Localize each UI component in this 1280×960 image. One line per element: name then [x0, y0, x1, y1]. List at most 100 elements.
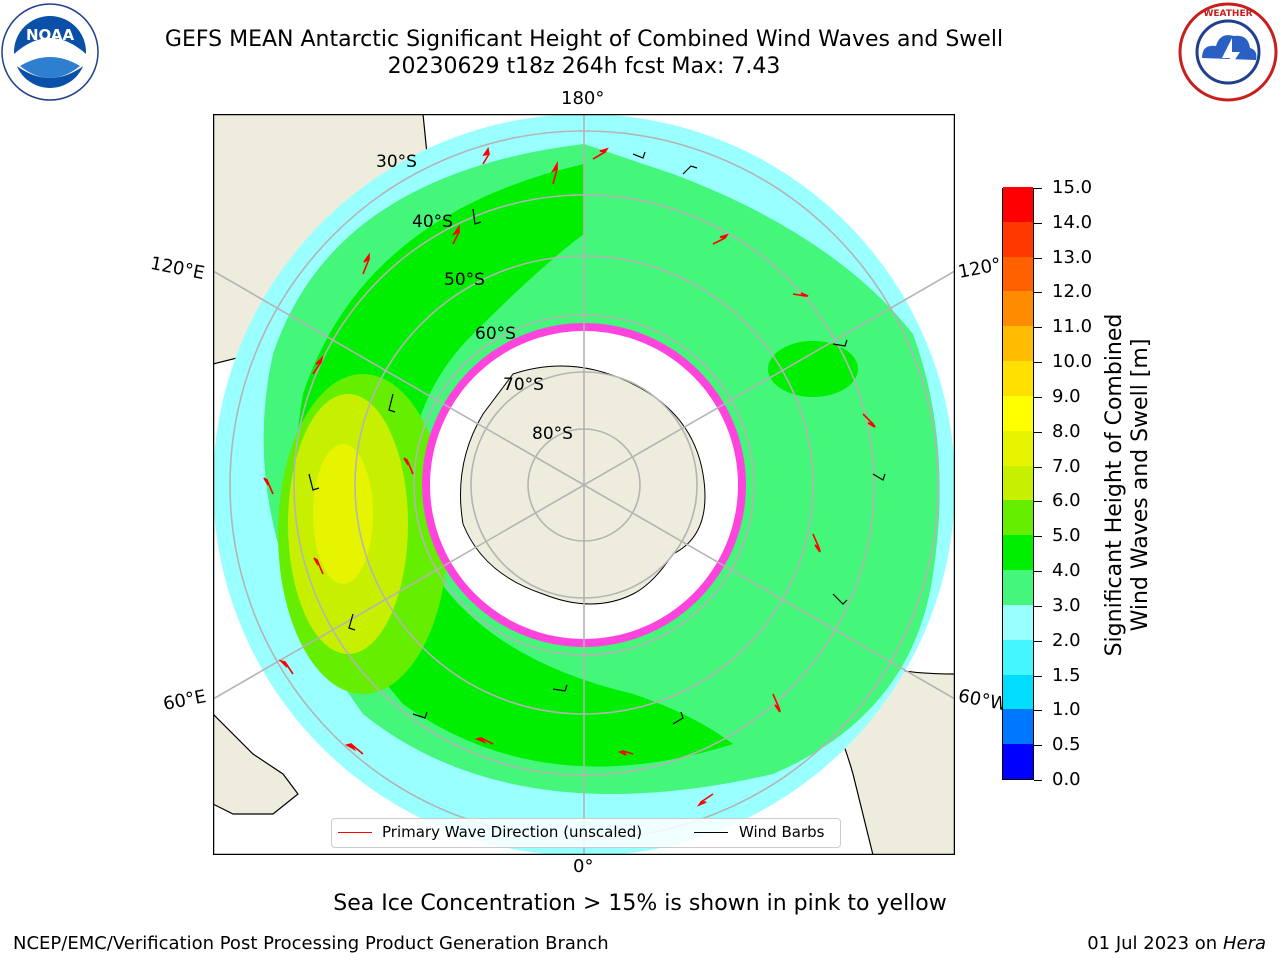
- wave-arrow: [792, 293, 806, 297]
- colorbar-segment: [1003, 674, 1033, 710]
- colorbar-segment: [1003, 325, 1033, 362]
- lat-label-60s: 60°S: [475, 324, 516, 344]
- lat-label-50s: 50°S: [444, 270, 485, 290]
- wave-arrow: [480, 737, 494, 745]
- colorbar-segment: [1003, 534, 1033, 571]
- wind-barb: [832, 339, 848, 347]
- legend-wave-label: Primary Wave Direction (unscaled): [382, 823, 643, 841]
- wave-band-4m-east: [768, 341, 858, 397]
- wave-arrow: [712, 237, 726, 245]
- colorbar-tick-label: 12.0: [1052, 281, 1093, 303]
- colorbar-segment: [1003, 221, 1033, 257]
- colorbar-title-line2: Wind Waves and Swell [m]: [1128, 338, 1153, 632]
- colorbar-tick-label: 3.0: [1052, 594, 1081, 616]
- colorbar-tick-label: 0.5: [1052, 734, 1081, 756]
- colorbar-tick-label: 9.0: [1052, 385, 1081, 407]
- lat-label-30s: 30°S: [376, 152, 417, 172]
- wave-arrow: [862, 413, 874, 425]
- colorbar-tick: [1034, 362, 1042, 364]
- wind-barb: [412, 711, 428, 719]
- wave-arrow: [552, 168, 558, 185]
- chart-title: GEFS MEAN Antarctic Significant Height o…: [164, 27, 1004, 52]
- colorbar-tick-label: 2.0: [1052, 629, 1081, 651]
- wave-arrow: [362, 258, 370, 275]
- colorbar-segment: [1003, 465, 1033, 501]
- lat-label-40s: 40°S: [412, 212, 453, 232]
- colorbar-tick: [1034, 780, 1042, 781]
- wave-direction-arrows: [263, 146, 876, 807]
- colorbar-tick-label: 1.5: [1052, 664, 1081, 686]
- colorbar-tick: [1034, 640, 1042, 642]
- colorbar: [1002, 186, 1034, 780]
- wind-barb: [348, 613, 356, 631]
- colorbar-segment: [1003, 290, 1033, 327]
- wind-barb: [672, 711, 684, 725]
- longitude-gridlines: [212, 114, 956, 855]
- wave-arrow: [812, 533, 820, 549]
- wind-barb: [682, 165, 698, 175]
- wave-arrow: [350, 743, 364, 755]
- footer-date-text: 01 Jul 2023 on: [1087, 933, 1218, 954]
- lon-label-180: 180°: [561, 88, 605, 109]
- colorbar-tick-label: 8.0: [1052, 420, 1081, 442]
- legend-barb-label: Wind Barbs: [739, 823, 825, 841]
- colorbar-tick-label: 0.0: [1052, 769, 1081, 790]
- lat-label-70s: 70°S: [503, 375, 544, 395]
- legend-barb-line: [694, 832, 728, 833]
- wind-barb: [472, 208, 482, 225]
- wave-arrow: [452, 231, 460, 245]
- colorbar-tick: [1034, 188, 1042, 189]
- wave-arrow: [700, 793, 714, 803]
- colorbar-tick: [1034, 327, 1042, 329]
- colorbar-segment: [1003, 430, 1033, 466]
- colorbar-title: Significant Height of Combined Wind Wave…: [1102, 285, 1154, 685]
- lon-label-60e: 60°E: [161, 686, 208, 715]
- colorbar-segment: [1003, 708, 1033, 745]
- colorbar-tick-label: 10.0: [1052, 351, 1093, 373]
- colorbar-segment: [1003, 360, 1033, 396]
- colorbar-tick-label: 7.0: [1052, 455, 1081, 477]
- national-weather-service-logo: WEATHER: [1178, 2, 1278, 102]
- lon-label-0: 0°: [573, 856, 594, 877]
- wave-arrow: [772, 693, 780, 709]
- colorbar-tick-label: 11.0: [1052, 316, 1093, 338]
- colorbar-tick: [1034, 536, 1042, 538]
- colorbar-segment: [1003, 569, 1033, 605]
- svg-text:WEATHER: WEATHER: [1203, 9, 1252, 19]
- noaa-logo: NOAA: [1, 3, 99, 101]
- map-frame: [212, 113, 956, 856]
- lat-label-80s: 80°S: [532, 424, 573, 444]
- colorbar-segment: [1003, 499, 1033, 536]
- wind-barb: [308, 473, 320, 491]
- colorbar-segment: [1003, 256, 1033, 292]
- colorbar-tick-label: 5.0: [1052, 525, 1081, 547]
- colorbar-tick-label: 6.0: [1052, 490, 1081, 512]
- colorbar-tick: [1034, 605, 1042, 607]
- wind-barb: [552, 684, 568, 692]
- colorbar-tick: [1034, 571, 1042, 573]
- colorbar-tick: [1034, 466, 1042, 468]
- footer-date: 01 Jul 2023 on Hera: [1087, 933, 1266, 954]
- colorbar-tick: [1034, 292, 1042, 294]
- lon-label-120e: 120°E: [148, 252, 207, 285]
- colorbar-tick-label: 14.0: [1052, 211, 1093, 233]
- colorbar-tick-label: 15.0: [1052, 177, 1093, 198]
- colorbar-tick-label: 4.0: [1052, 560, 1081, 582]
- colorbar-tick-label: 1.0: [1052, 699, 1081, 721]
- africa-land: [213, 713, 299, 815]
- colorbar-tick: [1034, 431, 1042, 433]
- svg-text:NOAA: NOAA: [26, 26, 75, 44]
- chart-subtitle: 20230629 t18z 264h fcst Max: 7.43: [387, 54, 781, 79]
- wave-arrow: [482, 153, 490, 165]
- wave-arrow: [592, 151, 606, 160]
- colorbar-segment: [1003, 186, 1033, 222]
- wind-barb: [872, 473, 886, 481]
- wave-arrow: [312, 361, 322, 375]
- footer-credit: NCEP/EMC/Verification Post Processing Pr…: [13, 933, 609, 954]
- wind-barb: [632, 151, 646, 159]
- footer-machine: Hera: [1222, 933, 1266, 954]
- colorbar-tick: [1034, 222, 1042, 224]
- wave-height-map: [212, 113, 956, 856]
- colorbar-segment: [1003, 395, 1033, 431]
- colorbar-segment: [1003, 743, 1033, 779]
